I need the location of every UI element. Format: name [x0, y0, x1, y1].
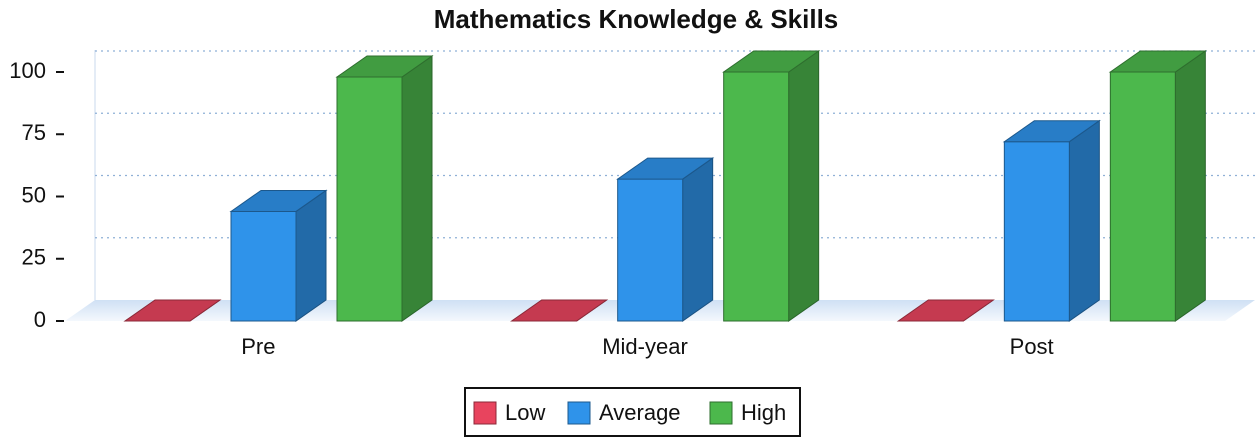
legend-label: Average [599, 400, 681, 425]
bar [723, 71, 790, 322]
bar-top [896, 299, 995, 322]
bar-top [510, 299, 609, 322]
legend-box [464, 387, 801, 437]
legend-label: High [741, 400, 786, 425]
legend-label: Low [505, 400, 545, 425]
bar [1003, 141, 1070, 322]
bar [336, 76, 403, 322]
y-tick-label: 75 [22, 120, 46, 145]
x-tick-label: Pre [241, 334, 275, 359]
bar [617, 178, 684, 322]
bar-side [682, 157, 714, 322]
bar-side [788, 50, 820, 322]
bar-side [295, 189, 327, 322]
bar [230, 210, 297, 322]
y-tick-label: 0 [34, 307, 46, 332]
x-tick-label: Mid-year [602, 334, 688, 359]
chart-title: Mathematics Knowledge & Skills [434, 4, 839, 34]
bar-top [1002, 120, 1101, 143]
legend-swatch [709, 401, 733, 425]
bar-side [1068, 119, 1100, 322]
bar-side [401, 55, 433, 322]
bar [1109, 71, 1176, 322]
y-tick-label: 25 [22, 245, 46, 270]
legend-swatch [473, 401, 497, 425]
x-tick-label: Post [1010, 334, 1054, 359]
bar-top [722, 50, 821, 73]
bar-top [335, 55, 434, 78]
bar-top [1108, 50, 1207, 73]
y-tick-label: 50 [22, 182, 46, 207]
y-tick-label: 100 [9, 58, 46, 83]
bar-top [229, 189, 328, 212]
bar-top [616, 157, 715, 180]
bar-top [123, 299, 222, 322]
legend-swatch [567, 401, 591, 425]
bar-side [1174, 50, 1206, 322]
